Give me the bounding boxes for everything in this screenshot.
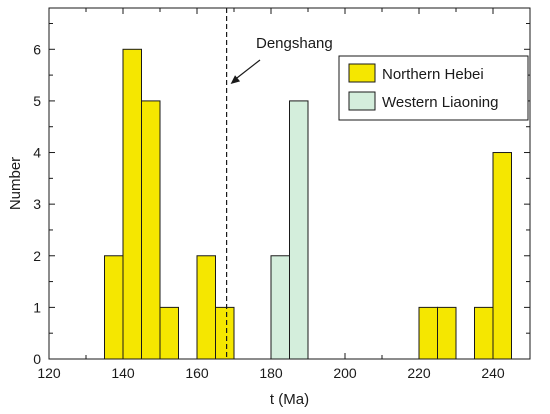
x-tick-label: 220 bbox=[407, 365, 431, 381]
bar-northern-hebei-1 bbox=[122, 48, 142, 360]
bar-northern-hebei-4 bbox=[196, 255, 216, 360]
bar-northern-hebei-3 bbox=[159, 306, 179, 360]
legend: Northern Hebei Western Liaoning bbox=[338, 55, 529, 121]
plot-frame bbox=[48, 7, 531, 360]
x-tick-label: 120 bbox=[37, 365, 61, 381]
dengshang-arrow-head bbox=[230, 75, 241, 84]
y-tick-label: 3 bbox=[33, 196, 41, 212]
y-tick-label: 0 bbox=[33, 351, 41, 367]
y-tick-label: 6 bbox=[33, 41, 41, 57]
dengshang-arrow bbox=[235, 59, 261, 80]
y-tick-label: 2 bbox=[33, 248, 41, 264]
x-tick-label: 200 bbox=[333, 365, 357, 381]
x-tick-label: 160 bbox=[185, 365, 209, 381]
y-tick-label: 1 bbox=[33, 299, 41, 315]
x-axis-label: t (Ma) bbox=[270, 391, 309, 408]
bar-northern-hebei-6 bbox=[418, 306, 438, 360]
bar-northern-hebei-0 bbox=[104, 255, 124, 360]
legend-label-western-liaoning: Western Liaoning bbox=[382, 94, 498, 111]
y-ticks-layer: 0 1 2 3 4 5 6 bbox=[33, 22, 530, 367]
bar-western-liaoning-0 bbox=[270, 255, 290, 360]
x-tick-label: 140 bbox=[111, 365, 135, 381]
bar-northern-hebei-7 bbox=[437, 306, 457, 360]
legend-swatch-northern-hebei bbox=[348, 63, 376, 83]
legend-label-northern-hebei: Northern Hebei bbox=[382, 66, 484, 83]
bar-western-liaoning-1 bbox=[289, 100, 309, 360]
x-tick-label: 180 bbox=[259, 365, 283, 381]
y-axis-label: Number bbox=[7, 157, 24, 210]
bar-northern-hebei-9 bbox=[492, 152, 512, 360]
bar-northern-hebei-5 bbox=[215, 306, 235, 360]
y-tick-label: 5 bbox=[33, 93, 41, 109]
y-tick-label: 4 bbox=[33, 145, 41, 161]
dengshang-label: Dengshang bbox=[256, 35, 333, 52]
bar-northern-hebei-8 bbox=[474, 306, 494, 360]
x-ticks-layer: 120 140 160 180 200 220 240 bbox=[37, 8, 531, 381]
legend-swatch-western-liaoning bbox=[348, 91, 376, 111]
bar-northern-hebei-2 bbox=[141, 100, 161, 360]
bars-layer bbox=[104, 48, 512, 360]
x-tick-label: 240 bbox=[481, 365, 505, 381]
